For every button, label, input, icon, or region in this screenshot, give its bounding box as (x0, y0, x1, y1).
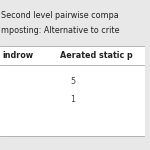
Bar (0, 2, 145, 46)
Bar (0, 65, 145, 136)
Text: 1: 1 (70, 95, 75, 104)
Text: 5: 5 (70, 77, 75, 86)
Text: Second level pairwise compa: Second level pairwise compa (1, 11, 119, 20)
Text: Aerated static p: Aerated static p (60, 51, 133, 60)
Text: indrow: indrow (2, 51, 33, 60)
Text: mposting: Alternative to crite: mposting: Alternative to crite (1, 26, 119, 34)
Bar (0, 46, 145, 65)
